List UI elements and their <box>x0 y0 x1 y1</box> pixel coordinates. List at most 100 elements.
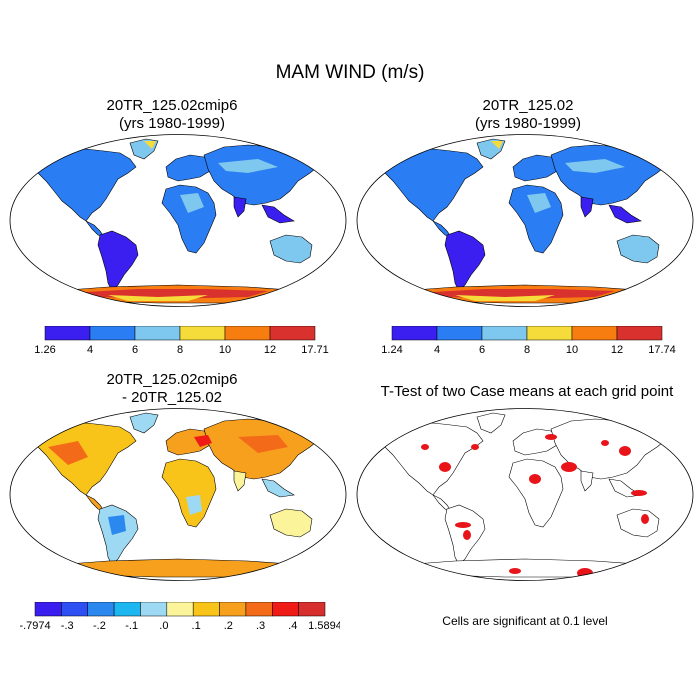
antarctica-mid-wind <box>455 295 555 301</box>
europe-positive-patch <box>194 435 212 447</box>
significant-cell <box>455 522 471 528</box>
panel-title-base-line2: (yrs 1980-1999) <box>475 115 581 132</box>
colorbar-tick-label: -.7974 <box>20 620 51 632</box>
landmass-india <box>233 196 247 218</box>
asia-moderate-wind <box>565 159 625 173</box>
colorbar-tick-label: 8 <box>524 344 530 356</box>
map-ttest <box>356 408 694 581</box>
africa-moderate-wind <box>527 193 551 213</box>
north-america-positive-patch <box>48 441 88 465</box>
colorbar-base: 1.24 4 6 8 10 12 17.74 <box>381 326 676 356</box>
colorbar-swatch <box>571 326 618 341</box>
colorbar-tick-label: 8 <box>177 344 183 356</box>
south-america-negative-patch <box>108 515 126 535</box>
panel-title-ttest-line1: T-Test of two Case means at each grid po… <box>380 383 674 400</box>
greenland-high-wind <box>491 141 503 149</box>
colorbar-swatch <box>113 602 141 617</box>
map-border <box>356 134 694 307</box>
colorbar-swatch <box>272 602 299 617</box>
panel-title-ttest: T-Test of two Case means at each grid po… <box>352 383 700 401</box>
colorbar-swatch <box>34 602 62 617</box>
significant-cell <box>439 462 451 472</box>
colorbar-tick-label: .1 <box>192 620 201 632</box>
panel-title-diff-line2: - 20TR_125.02 <box>121 389 223 406</box>
colorbar-tick-label: 17.71 <box>301 344 329 356</box>
landmass-north-america <box>25 148 137 222</box>
colorbar-tick-label: -.3 <box>61 620 74 632</box>
colorbar-swatch <box>391 326 438 341</box>
landmass-africa <box>508 184 564 254</box>
colorbar-swatch <box>166 602 194 617</box>
significant-cell <box>561 462 577 472</box>
greenland-high-wind <box>144 141 156 149</box>
colorbar-tick-label: 4 <box>434 344 440 356</box>
colorbar-swatch <box>44 326 91 341</box>
landmass-india <box>580 470 594 492</box>
colorbar-swatch <box>179 326 226 341</box>
landmass-se-asia <box>261 478 295 498</box>
antarctica-mid-wind <box>108 295 208 301</box>
landmass-australia <box>616 234 660 264</box>
colorbar-swatch <box>89 326 136 341</box>
colorbar-tick-label: .3 <box>256 620 265 632</box>
panel-title-cmip6: 20TR_125.02cmip6 (yrs 1980-1999) <box>37 97 307 133</box>
panel-title-diff-line1: 20TR_125.02cmip6 <box>106 371 238 388</box>
colorbar-tick-label: 1.5894 <box>308 620 340 632</box>
main-title: MAM WIND (m/s) <box>275 62 425 83</box>
colorbar-tick-label: 1.24 <box>381 344 402 356</box>
colorbar-swatch <box>192 602 220 617</box>
panel-title-diff: 20TR_125.02cmip6 - 20TR_125.02 <box>37 371 307 407</box>
panel-title-cmip6-line2: (yrs 1980-1999) <box>119 115 225 132</box>
landmass-greenland <box>129 412 159 434</box>
significant-cell <box>529 474 541 484</box>
colorbar-swatch <box>245 602 273 617</box>
panel-title-base: 20TR_125.02 (yrs 1980-1999) <box>393 97 663 133</box>
landmass-india <box>580 196 594 218</box>
colorbar-swatch <box>298 602 326 617</box>
colorbar-tick-label: .0 <box>159 620 168 632</box>
colorbar-swatch <box>269 326 316 341</box>
significant-cell <box>421 444 429 450</box>
significant-cell <box>509 568 521 574</box>
landmass-north-america <box>372 422 484 496</box>
map-base <box>356 134 694 307</box>
landmass-australia <box>269 508 313 538</box>
colorbar-tick-label: 1.26 <box>34 344 55 356</box>
landmass-australia <box>269 234 313 264</box>
map-cmip6 <box>9 134 347 307</box>
significant-cell <box>545 434 557 440</box>
colorbar-tick-label: -.2 <box>93 620 106 632</box>
significant-cell <box>463 530 471 540</box>
significant-cell <box>641 514 649 524</box>
map-border <box>9 134 347 307</box>
landmass-se-asia <box>608 204 642 224</box>
significant-cell <box>619 446 631 456</box>
map-diff <box>9 408 347 581</box>
colorbar-tick-label: .4 <box>288 620 297 632</box>
africa-moderate-wind <box>180 193 204 213</box>
colorbar-diff: -.7974 -.3 -.2 -.1 .0 .1 .2 .3 .4 1.5894 <box>20 602 340 632</box>
colorbar-swatch <box>87 602 115 617</box>
significant-cell <box>601 440 609 446</box>
colorbar-swatch <box>224 326 271 341</box>
colorbar-tick-label: 10 <box>219 344 231 356</box>
landmass-africa <box>161 458 217 528</box>
colorbar-swatch <box>140 602 168 617</box>
colorbar-tick-label: 12 <box>264 344 276 356</box>
colorbar-swatch <box>134 326 181 341</box>
colorbar-tick-label: -.1 <box>125 620 138 632</box>
asia-moderate-wind <box>218 159 278 173</box>
landmass-greenland <box>476 412 506 434</box>
colorbar-swatch <box>481 326 528 341</box>
colorbar-swatch <box>219 602 247 617</box>
landmass-india <box>233 470 247 492</box>
colorbar-tick-label: .2 <box>224 620 233 632</box>
colorbar-swatch <box>436 326 483 341</box>
significant-cell <box>577 568 593 578</box>
landmass-south-america <box>97 230 139 292</box>
colorbar-tick-label: 6 <box>132 344 138 356</box>
colorbar-swatch <box>616 326 663 341</box>
significant-cell <box>631 490 647 496</box>
colorbar-tick-label: 6 <box>479 344 485 356</box>
landmass-south-america <box>97 504 139 566</box>
